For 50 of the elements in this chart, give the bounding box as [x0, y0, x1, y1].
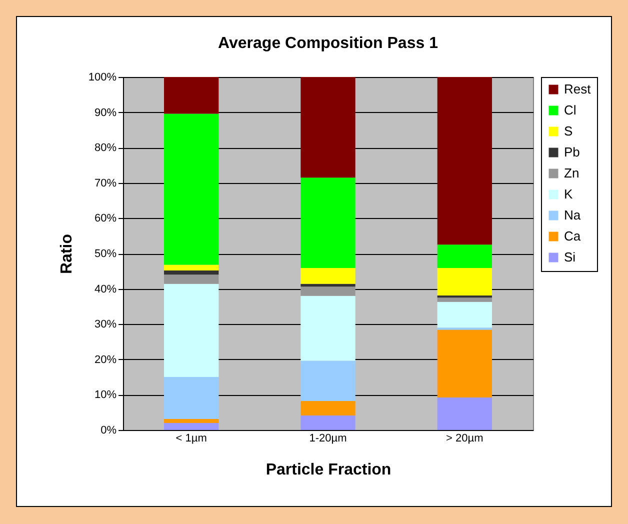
- bar: [300, 401, 356, 416]
- y-tick-label: 50%: [94, 248, 117, 260]
- bar: [164, 77, 219, 114]
- legend-label: Zn: [564, 166, 580, 180]
- y-tick-label: 40%: [94, 283, 117, 296]
- bar: [437, 298, 492, 302]
- bar: [300, 178, 356, 268]
- bar: [437, 330, 492, 398]
- x-tick-label: < 1µm: [176, 432, 207, 444]
- bar: [164, 270, 219, 275]
- bar: [437, 268, 492, 296]
- bar: [300, 77, 356, 178]
- legend-label: S: [564, 124, 573, 138]
- y-tick-label: 60%: [94, 212, 117, 225]
- bar: [437, 244, 492, 268]
- bar: [300, 286, 356, 296]
- bar: [164, 114, 219, 265]
- y-axis-title: Ratio: [58, 234, 76, 274]
- legend-label: Si: [564, 250, 576, 264]
- bar: [164, 264, 219, 270]
- bar: [300, 268, 356, 284]
- legend-label: Ca: [564, 228, 582, 244]
- bar: [437, 302, 492, 328]
- bar: [164, 377, 219, 420]
- y-tick-label: 10%: [94, 389, 117, 402]
- legend-label: Pb: [564, 144, 580, 160]
- y-tick-label: 100%: [88, 72, 117, 84]
- y-tick-label: 90%: [94, 106, 117, 119]
- bar: [300, 296, 356, 361]
- bar: [300, 416, 356, 430]
- x-axis-title: Particle Fraction: [266, 462, 392, 478]
- bar: [437, 77, 492, 245]
- y-tick-label: 0%: [100, 424, 117, 436]
- y-tick-label: 80%: [94, 142, 117, 154]
- legend-label: Cl: [564, 102, 576, 118]
- legend-label: Na: [564, 208, 582, 222]
- legend-label: Rest: [564, 82, 592, 96]
- bar: [437, 398, 492, 430]
- legend-label: K: [564, 186, 573, 202]
- bar: [164, 284, 219, 378]
- bar: [164, 274, 219, 284]
- bar: [300, 360, 356, 402]
- y-tick-label: 20%: [94, 354, 117, 366]
- chart-title: Average Composition Pass 1: [218, 35, 438, 52]
- bar: [164, 419, 219, 423]
- x-tick-label: > 20µm: [446, 432, 484, 444]
- y-tick-label: 70%: [94, 177, 117, 190]
- y-tick-label: 30%: [94, 318, 117, 331]
- bar: [164, 422, 219, 430]
- x-tick-label: 1-20µm: [309, 432, 347, 444]
